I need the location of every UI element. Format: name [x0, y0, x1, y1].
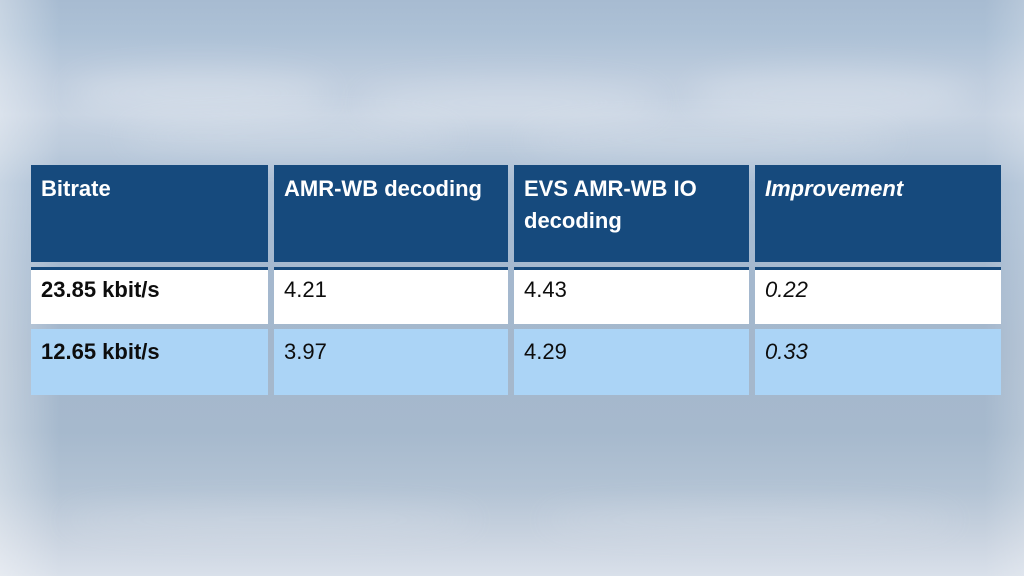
- background-blur-blob: [60, 505, 480, 535]
- header-cell-amr-wb-decoding: AMR-WB decoding: [274, 165, 508, 262]
- background-blur-blob: [540, 505, 960, 535]
- header-cell-improvement: Improvement: [755, 165, 1001, 262]
- bitrate-comparison-table: Bitrate AMR-WB decoding EVS AMR-WB IO de…: [31, 165, 1001, 395]
- background-blur-blob: [520, 122, 900, 158]
- table-row-2-improvement-value: 0.33: [755, 329, 1001, 395]
- background-blur-blob: [70, 70, 330, 116]
- header-cell-evs-amr-wb-io-decoding: EVS AMR-WB IO decoding: [514, 165, 749, 262]
- table-row-2-bitrate: 12.65 kbit/s: [31, 329, 268, 395]
- table-row-2-amr-wb-value: 3.97: [274, 329, 508, 395]
- table-row-2-evs-value: 4.29: [514, 329, 749, 395]
- header-cell-bitrate: Bitrate: [31, 165, 268, 262]
- background-blur-blob: [120, 118, 460, 154]
- table-row-1-evs-value: 4.43: [514, 267, 749, 324]
- table-row-1-bitrate: 23.85 kbit/s: [31, 267, 268, 324]
- background-blur-blob: [360, 82, 660, 124]
- table-row-1-improvement-value: 0.22: [755, 267, 1001, 324]
- table-row-1-amr-wb-value: 4.21: [274, 267, 508, 324]
- background-blur-blob: [690, 70, 970, 118]
